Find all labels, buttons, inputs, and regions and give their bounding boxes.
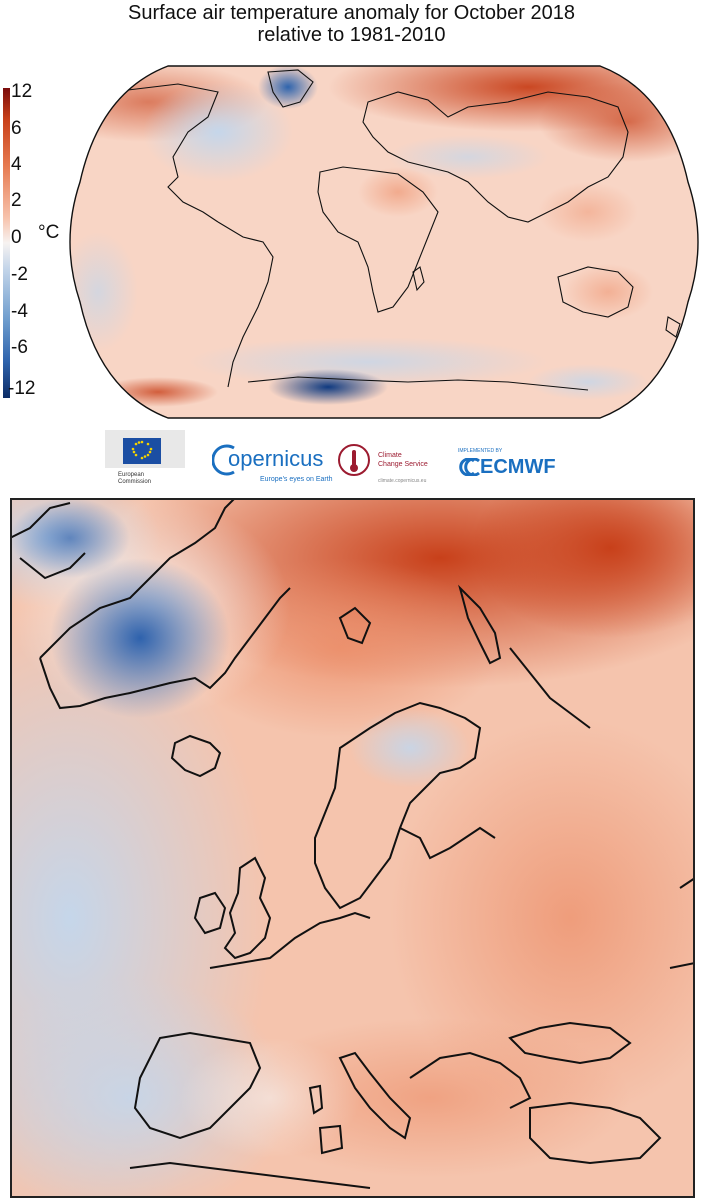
- map-title: Surface air temperature anomaly for Octo…: [0, 2, 703, 46]
- c3s-label-1: Climate: [378, 452, 402, 459]
- legend-tick: -6: [11, 337, 28, 358]
- legend-tick: -2: [11, 264, 28, 285]
- eu-label-1: European: [118, 472, 145, 478]
- copernicus-swoosh-icon: [212, 444, 235, 476]
- legend-tick: 12: [11, 81, 33, 102]
- legend-tick: -4: [11, 301, 28, 322]
- ecmwf-logo: ECMWF: [480, 456, 556, 478]
- copernicus-logo: opernicus: [228, 446, 324, 471]
- ecmwf-implemented-by: IMPLEMENTED BY: [458, 448, 503, 454]
- legend-tick: 4: [11, 154, 22, 175]
- legend-tick: -12: [8, 378, 36, 399]
- eu-label-2: Commission: [118, 479, 152, 485]
- partner-logos: European Commission opernicus Europe's e…: [100, 428, 600, 492]
- ecmwf-mark-icon: [459, 458, 480, 476]
- european-commission-logo: [105, 430, 185, 468]
- c3s-url: climate.copernicus.eu: [378, 478, 427, 484]
- c3s-label-2: Change Service: [378, 461, 428, 468]
- legend-tick: 2: [11, 190, 22, 211]
- climate-change-service-icon: [338, 444, 370, 476]
- copernicus-tagline: Europe's eyes on Earth: [260, 476, 333, 483]
- legend-tick: 0: [11, 227, 22, 248]
- colorbar: [3, 88, 10, 398]
- europe-zoom-map: [10, 498, 695, 1198]
- color-legend: 12 6 4 2 0 -2 -4 -6 -12 °C: [0, 81, 72, 402]
- legend-unit: °C: [38, 222, 60, 243]
- title-line-2: relative to 1981-2010: [257, 24, 446, 46]
- legend-tick: 6: [11, 118, 22, 139]
- title-line-1: Surface air temperature anomaly for Octo…: [128, 2, 575, 24]
- world-map: [69, 65, 699, 419]
